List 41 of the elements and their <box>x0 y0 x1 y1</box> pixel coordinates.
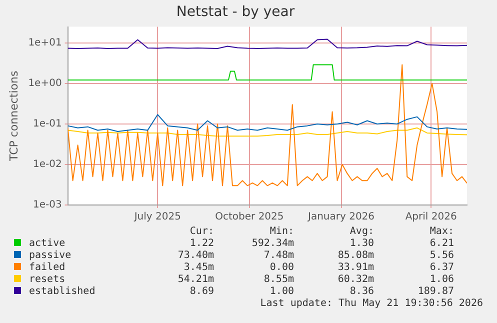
y-tick-label: 1e+00 <box>28 78 62 90</box>
x-tick-label: January 2026 <box>306 212 375 223</box>
text: 54.21m <box>176 274 214 286</box>
text: Max: <box>428 226 454 238</box>
text: 1.30 <box>348 238 374 250</box>
text: 1.00 <box>268 286 294 298</box>
x-tick-label: July 2025 <box>133 212 181 223</box>
y-tick-label: 1e-03 <box>32 200 62 211</box>
text: 8.36 <box>348 286 374 298</box>
text: 33.91m <box>336 262 374 274</box>
text: Last update: Thu May 21 19:30:56 2026 <box>259 298 483 310</box>
text: 8.69 <box>188 286 214 298</box>
x-tick-label: April 2026 <box>405 212 457 223</box>
text: 60.32m <box>336 274 374 286</box>
legend-label: active <box>28 238 66 250</box>
text: Min: <box>268 226 294 238</box>
legend-label: resets <box>28 274 66 286</box>
legend-label: passive <box>28 250 72 262</box>
text: 1.06 <box>428 274 454 286</box>
x-tick-label: October 2025 <box>215 212 284 223</box>
chart-title: Netstat - by year <box>176 4 295 20</box>
text: 6.21 <box>428 238 454 250</box>
text: 5.56 <box>428 250 454 262</box>
legend-label: failed <box>28 262 66 274</box>
y-axis-title: TCP connections <box>7 70 20 162</box>
text: 592.34m <box>250 238 294 250</box>
text: 3.45m <box>182 262 214 274</box>
y-tick-label: 1e+01 <box>28 38 62 49</box>
y-tick-label: 1e-02 <box>32 159 62 170</box>
text: 6.37 <box>428 262 454 274</box>
text: Avg: <box>348 226 374 238</box>
y-tick-label: 1e-01 <box>32 118 62 130</box>
text: 7.48m <box>262 250 294 262</box>
text: Cur: <box>188 226 214 238</box>
text: 73.40m <box>176 250 214 262</box>
text: 1.22 <box>188 238 214 250</box>
text: 85.08m <box>336 250 374 262</box>
text: 0.00 <box>268 262 294 274</box>
text: 189.87 <box>416 286 454 298</box>
legend-label: established <box>28 286 96 298</box>
text: 8.55m <box>262 274 294 286</box>
